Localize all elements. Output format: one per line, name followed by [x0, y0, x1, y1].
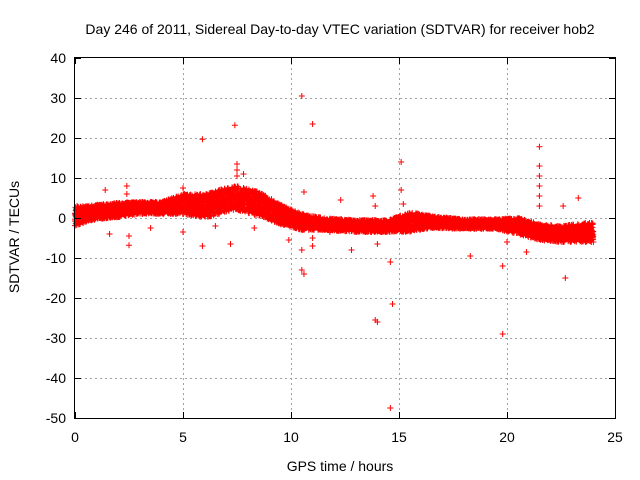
data-points — [72, 93, 597, 411]
